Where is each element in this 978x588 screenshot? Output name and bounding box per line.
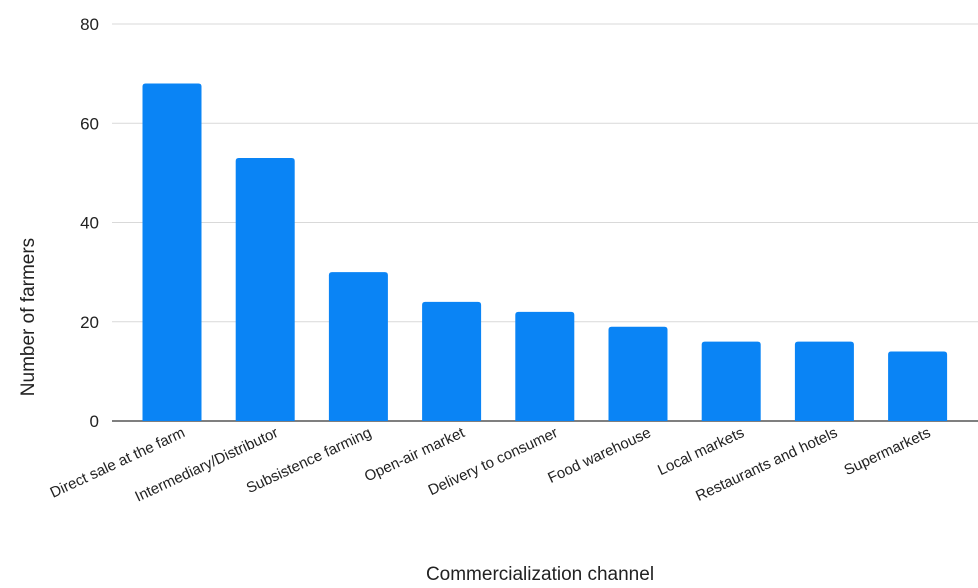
bar [515, 311, 575, 421]
bar [701, 341, 761, 421]
bar [422, 301, 482, 421]
x-tick-label: Food warehouse [545, 424, 653, 487]
bars [142, 83, 948, 422]
y-tick-label: 80 [80, 15, 99, 34]
x-axis-tick-labels: Direct sale at the farmIntermediary/Dist… [48, 424, 934, 506]
bar [328, 272, 388, 421]
y-tick-label: 20 [80, 313, 99, 332]
bar [794, 341, 854, 421]
y-tick-label: 40 [80, 214, 99, 233]
y-tick-label: 60 [80, 114, 99, 133]
y-axis-title: Number of farmers [18, 238, 39, 396]
x-axis-title: Commercialization channel [426, 564, 654, 585]
bar [142, 83, 202, 422]
y-axis-tick-labels: 0 20 40 60 80 [80, 15, 99, 431]
bar [888, 351, 948, 421]
x-tick-label: Supermarkets [841, 424, 933, 479]
bar [235, 157, 295, 422]
y-tick-label: 0 [90, 412, 99, 431]
bar [608, 326, 668, 421]
